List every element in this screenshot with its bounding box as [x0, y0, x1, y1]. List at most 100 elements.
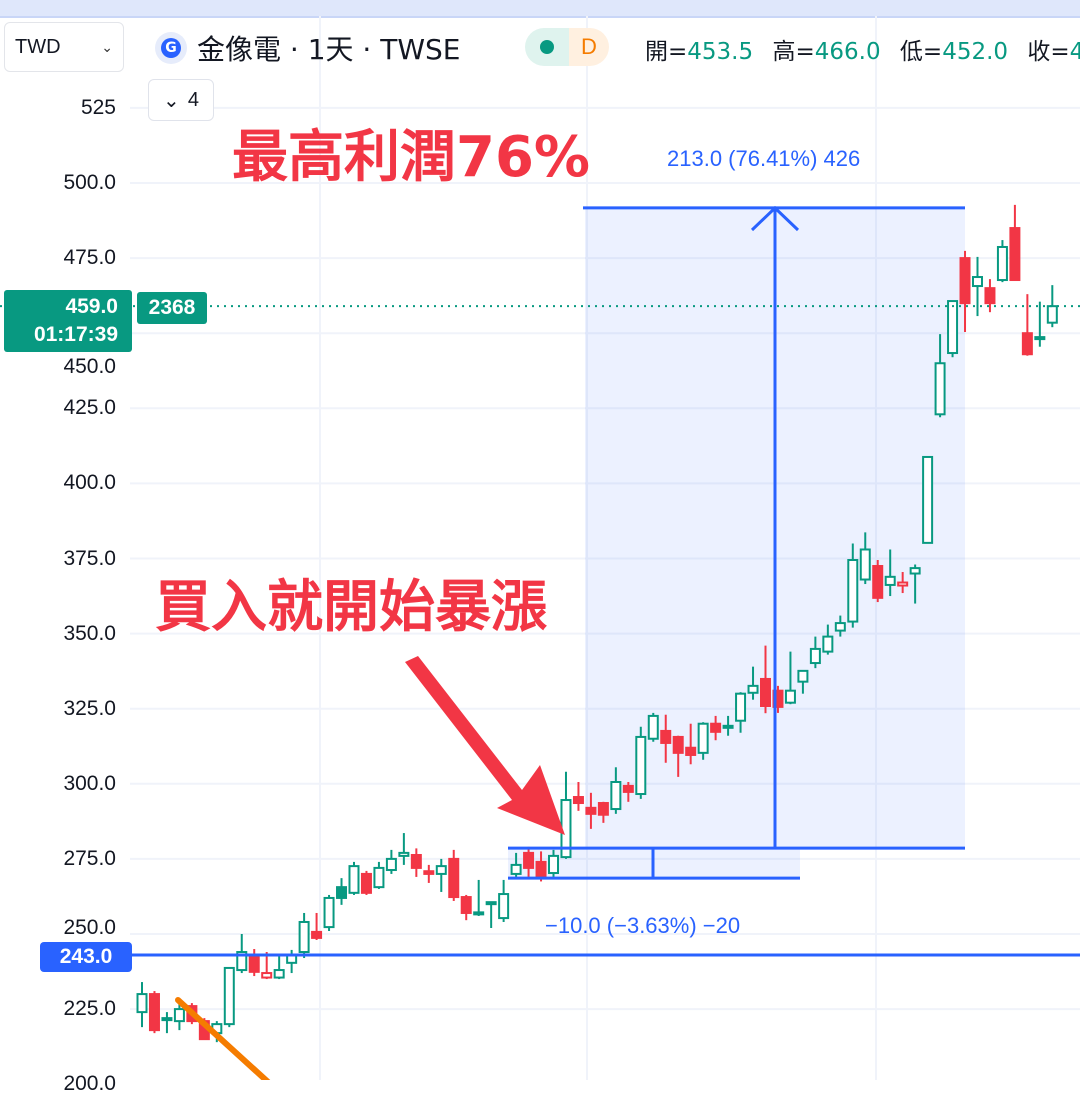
candle-body	[772, 689, 784, 708]
candle	[360, 870, 372, 895]
candles	[136, 204, 1058, 1043]
candle-body	[223, 966, 235, 1026]
candle	[311, 912, 323, 941]
symbol-text: 金像電 · 1天 · TWSE	[197, 33, 461, 66]
last-price: 459.0	[65, 295, 118, 318]
candle-body	[448, 857, 460, 899]
candle	[622, 781, 634, 802]
candle	[710, 715, 722, 741]
drawings	[0, 205, 1080, 1080]
candle	[572, 781, 584, 811]
candle-body	[136, 993, 148, 1014]
low-value: 452.0	[942, 39, 1009, 65]
candle	[236, 934, 248, 974]
candle	[435, 858, 447, 892]
candle	[1009, 204, 1021, 282]
candle-body	[710, 722, 722, 733]
max-profit-annotation: 最高利潤76%	[232, 125, 591, 190]
candle	[635, 726, 647, 799]
position-tool-fill	[508, 207, 965, 879]
candle-body	[236, 951, 248, 972]
candle-body	[360, 872, 372, 894]
candle-body	[971, 276, 983, 288]
delayed-data-badge: D	[569, 28, 609, 66]
candle	[223, 966, 235, 1028]
low-label: 低=	[899, 39, 943, 65]
ohlc-readout: 開=453.5 高=466.0 低=452.0 收=4	[645, 32, 1080, 66]
grid-lines	[130, 16, 1080, 1080]
candle	[385, 849, 397, 874]
trend-line	[175, 997, 271, 1080]
candle-body	[398, 851, 410, 857]
candle-body	[809, 647, 821, 665]
y-tick-label: 450.0	[63, 355, 116, 378]
candle	[947, 300, 959, 358]
y-tick-label: 225.0	[63, 997, 116, 1021]
buy-annotation: 買入就開始暴漲	[155, 575, 547, 640]
y-tick-label: 350.0	[63, 621, 116, 645]
candle	[735, 692, 747, 733]
close-label: 收=	[1027, 39, 1070, 65]
candle	[136, 982, 148, 1028]
candle-body	[859, 548, 871, 581]
candle-body	[834, 622, 846, 632]
candle	[423, 864, 435, 883]
y-tick-label: 200.0	[63, 1072, 116, 1096]
candle-body	[784, 689, 796, 704]
candle-body	[1046, 305, 1058, 324]
candle-body	[622, 784, 634, 793]
y-tick-label: 525	[80, 95, 116, 119]
candle	[772, 685, 784, 713]
candle-body	[585, 806, 597, 815]
candle-body	[897, 581, 909, 587]
candle-body	[548, 854, 560, 875]
candle	[859, 532, 871, 585]
candle-body	[984, 287, 996, 305]
candle	[298, 912, 310, 959]
candle-body	[323, 896, 335, 929]
candle-body	[959, 257, 971, 305]
candle	[410, 848, 422, 877]
candle-body	[261, 972, 273, 979]
y-tick-label: 250.0	[63, 916, 116, 939]
candle	[460, 894, 472, 921]
candle-body	[685, 746, 697, 756]
candle	[959, 250, 971, 332]
candle-body	[423, 870, 435, 875]
candle-body	[460, 896, 472, 914]
candle	[585, 792, 597, 829]
indicator-count: 4	[187, 88, 199, 111]
candle-body	[348, 865, 360, 894]
candle-body	[161, 1017, 173, 1022]
candle	[248, 949, 260, 977]
candle	[485, 901, 497, 928]
currency-select[interactable]: TWD ⌄	[4, 22, 124, 72]
candle	[672, 735, 684, 777]
horizontal-line-price-label: 243.0	[40, 942, 132, 972]
symbol-title[interactable]: G 金像電 · 1天 · TWSE	[155, 28, 460, 68]
candle	[722, 715, 734, 736]
candle-body	[510, 863, 522, 875]
candle-body	[473, 911, 485, 916]
indicators-collapse-button[interactable]: ⌄ 4	[148, 79, 214, 121]
candle	[323, 894, 335, 931]
candle	[747, 666, 759, 700]
y-tick-label: 400.0	[63, 471, 116, 495]
candle-body	[635, 735, 647, 796]
candle	[473, 879, 485, 916]
candle	[510, 852, 522, 877]
candle-body	[697, 722, 709, 754]
open-value: 453.5	[687, 39, 754, 65]
candle-body	[760, 677, 771, 707]
top-strip	[0, 0, 1080, 18]
candle-body	[996, 245, 1008, 282]
candle	[398, 833, 410, 865]
market-status-pill[interactable]: D	[525, 28, 609, 66]
candle-body	[909, 567, 921, 575]
candle	[984, 279, 996, 313]
candle-body	[1021, 332, 1033, 356]
candle-body	[173, 1008, 185, 1023]
candle	[597, 801, 609, 823]
candle	[797, 669, 809, 694]
